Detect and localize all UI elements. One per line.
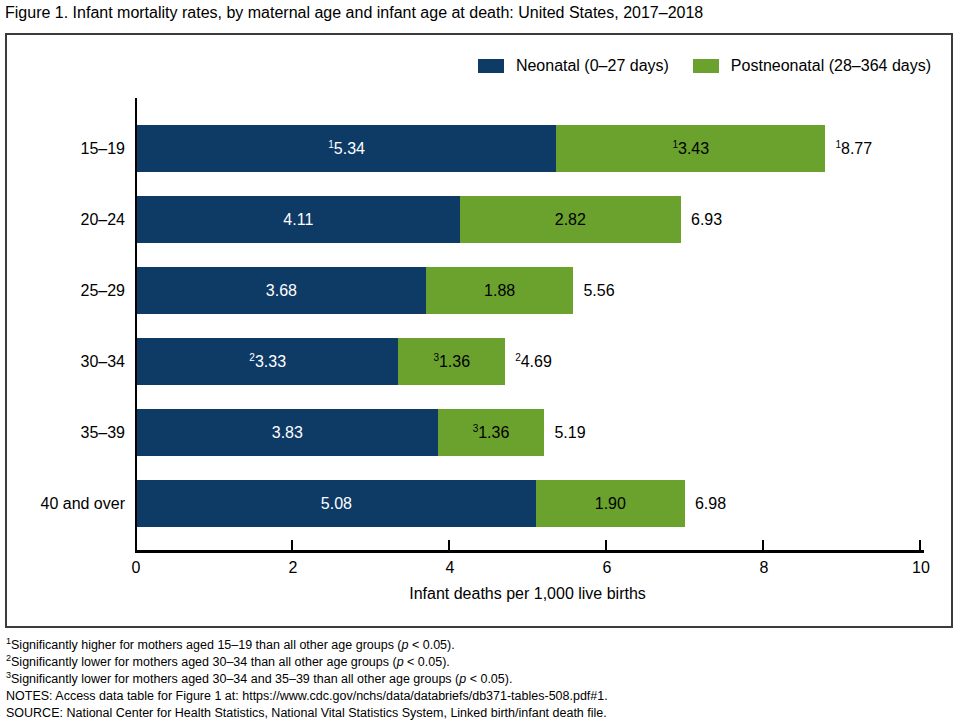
footnotes: 1Significantly higher for mothers aged 1… [6, 637, 956, 720]
tick-label: 0 [116, 559, 156, 577]
x-axis-title: Infant deaths per 1,000 live births [135, 585, 920, 603]
total-value-label: 6.98 [695, 495, 726, 513]
total-value-label: 24.69 [515, 353, 552, 371]
bar-value-label: 2.82 [555, 211, 586, 229]
bar-value-label: 13.43 [672, 140, 709, 158]
footnote-line: 1Significantly higher for mothers aged 1… [6, 637, 956, 654]
tick-mark [448, 540, 450, 550]
tick-label: 6 [587, 559, 627, 577]
bar-segment-neonatal: 4.11 [137, 196, 460, 243]
bar-value-label: 1.88 [484, 282, 515, 300]
tick-mark [291, 540, 293, 550]
tick-label: 2 [273, 559, 313, 577]
bar-value-label: 15.34 [328, 140, 365, 158]
bar-value-label: 31.36 [473, 424, 510, 442]
tick-mark [762, 540, 764, 550]
bar-segment-neonatal: 3.68 [137, 267, 426, 314]
tick-mark [919, 540, 921, 550]
category-label: 20–24 [7, 210, 125, 230]
bar-value-label: 1.90 [595, 495, 626, 513]
bar-segment-neonatal: 15.34 [137, 125, 556, 172]
bar-segment-postneonatal: 1.88 [426, 267, 574, 314]
tick-label: 8 [744, 559, 784, 577]
bar-value-label: 3.83 [272, 424, 303, 442]
bar-segment-neonatal: 23.33 [137, 338, 398, 385]
total-value-label: 6.93 [691, 211, 722, 229]
bar-value-label: 4.11 [283, 211, 313, 229]
chart-frame: Neonatal (0–27 days)Postneonatal (28–364… [5, 33, 953, 628]
total-value-label: 5.19 [554, 424, 585, 442]
tick-label: 10 [901, 559, 941, 577]
x-axis-line [135, 550, 924, 553]
bar-value-label: 23.33 [249, 353, 286, 371]
bar-segment-postneonatal: 31.36 [438, 409, 545, 456]
figure-title: Figure 1. Infant mortality rates, by mat… [5, 4, 703, 22]
bar-value-label: 31.36 [433, 353, 470, 371]
bar-value-label: 5.08 [321, 495, 352, 513]
category-label: 30–34 [7, 352, 125, 372]
figure-page: Figure 1. Infant mortality rates, by mat… [0, 0, 960, 720]
bar-value-label: 3.68 [266, 282, 297, 300]
plot-area: 0 2 4 6 8 10 Infant deaths per 1,000 live birt… [7, 35, 951, 626]
footnote-line: 3Significantly lower for mothers aged 30… [6, 671, 956, 688]
bar-segment-postneonatal: 1.90 [536, 480, 685, 527]
bar-segment-postneonatal: 13.43 [556, 125, 825, 172]
category-label: 25–29 [7, 281, 125, 301]
footnote-line: NOTES: Access data table for Figure 1 at… [6, 688, 956, 705]
category-label: 40 and over [7, 494, 125, 514]
bar-segment-neonatal: 3.83 [137, 409, 438, 456]
tick-label: 4 [430, 559, 470, 577]
footnote-line: SOURCE: National Center for Health Stati… [6, 705, 956, 720]
bar-segment-neonatal: 5.08 [137, 480, 536, 527]
footnote-line: 2Significantly lower for mothers aged 30… [6, 654, 956, 671]
bar-segment-postneonatal: 31.36 [398, 338, 505, 385]
bar-segment-postneonatal: 2.82 [460, 196, 681, 243]
category-label: 35–39 [7, 423, 125, 443]
category-label: 15–19 [7, 139, 125, 159]
tick-mark [605, 540, 607, 550]
total-value-label: 5.56 [583, 282, 614, 300]
total-value-label: 18.77 [835, 140, 872, 158]
